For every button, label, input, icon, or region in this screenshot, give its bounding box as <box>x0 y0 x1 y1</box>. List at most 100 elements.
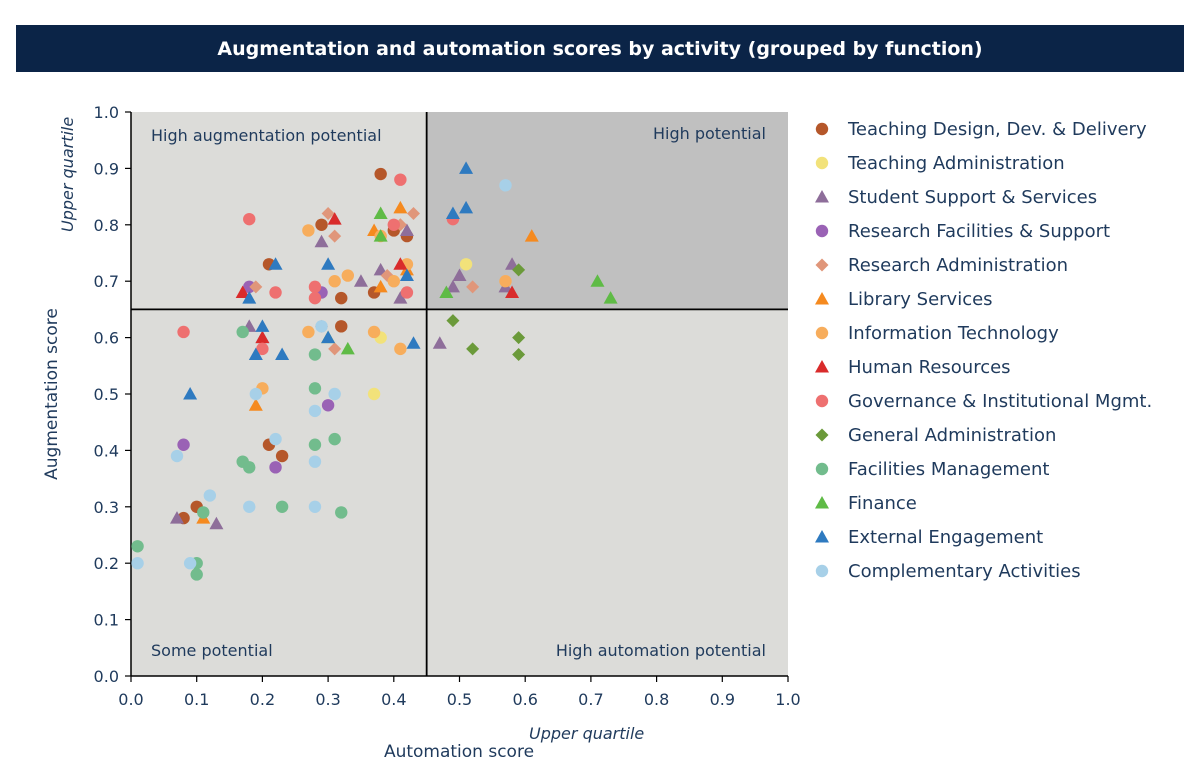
data-point <box>315 320 328 333</box>
circle-marker-icon <box>815 462 829 476</box>
x-tick-label: 0.6 <box>512 690 537 709</box>
data-point <box>459 258 473 271</box>
legend-item: Complementary Activities <box>812 554 1152 588</box>
data-point <box>335 506 348 519</box>
data-point <box>248 347 263 361</box>
data-points <box>131 161 618 581</box>
data-point <box>603 291 618 304</box>
legend-marker <box>815 326 829 340</box>
triangle-marker-icon <box>815 190 829 203</box>
data-point <box>255 330 270 344</box>
legend-item: Teaching Design, Dev. & Delivery <box>812 112 1152 146</box>
data-point <box>183 557 197 570</box>
axis-labels: Automation score Augmentation score Upper … <box>42 117 644 762</box>
legend-item: Finance <box>812 486 1152 520</box>
legend-label: Research Administration <box>848 254 1068 276</box>
data-point <box>269 432 282 446</box>
data-point <box>373 206 388 220</box>
data-point <box>524 229 539 242</box>
quadrant-backgrounds: High augmentation potential High potentia… <box>131 112 788 676</box>
data-point <box>243 461 256 474</box>
x-tick-label: 0.7 <box>578 690 603 709</box>
data-point <box>197 506 210 519</box>
legend-item: Teaching Administration <box>812 146 1152 180</box>
quadrant-bottom-right <box>426 309 788 676</box>
legend-item: External Engagement <box>812 520 1152 554</box>
y-tick-label: 0.2 <box>94 554 119 573</box>
y-tick-label: 0.3 <box>94 498 119 517</box>
data-point <box>308 291 322 305</box>
data-point <box>249 387 263 401</box>
data-point <box>387 275 400 288</box>
legend-item: Facilities Management <box>812 452 1152 486</box>
data-point <box>499 179 512 192</box>
triangle-marker-icon <box>815 292 829 305</box>
triangle-marker-icon <box>815 496 829 509</box>
y-axis-title: Augmentation score <box>42 308 62 480</box>
data-point <box>314 234 329 248</box>
data-point <box>499 275 512 288</box>
data-point <box>407 207 421 221</box>
legend-item: Research Administration <box>812 248 1152 282</box>
diamond-marker-icon <box>815 258 829 272</box>
data-point <box>341 269 355 282</box>
legend-marker <box>815 190 829 203</box>
legend-item: Human Resources <box>812 350 1152 384</box>
legend-item: Student Support & Services <box>812 180 1152 214</box>
data-point <box>177 325 190 339</box>
data-point <box>321 257 336 270</box>
circle-marker-icon <box>815 224 829 238</box>
x-tick-label: 0.3 <box>315 690 340 709</box>
y-tick-label: 0.1 <box>94 611 119 630</box>
legend-item: Governance & Institutional Mgmt. <box>812 384 1152 418</box>
x-tick-label: 0.0 <box>118 690 143 709</box>
legend-label: Governance & Institutional Mgmt. <box>848 390 1153 412</box>
circle-marker-icon <box>815 394 829 408</box>
y-tick-label: 0.4 <box>94 441 119 460</box>
legend-label: Teaching Design, Dev. & Delivery <box>848 118 1147 140</box>
legend-marker <box>815 428 829 442</box>
data-point <box>249 280 263 294</box>
circle-marker-icon <box>815 564 829 578</box>
legend-marker <box>815 258 829 272</box>
data-point <box>446 314 460 328</box>
legend-item: General Administration <box>812 418 1152 452</box>
data-point <box>327 212 342 225</box>
circle-marker-icon <box>815 122 829 136</box>
data-point <box>459 161 474 174</box>
data-point <box>335 291 348 305</box>
data-point <box>393 291 408 304</box>
y-tick-label: 0.6 <box>94 329 119 348</box>
legend-marker <box>815 496 829 509</box>
legend-label: Library Services <box>848 288 993 310</box>
y-tick-label: 0.9 <box>94 159 119 178</box>
data-point <box>269 461 282 474</box>
legend-item: Information Technology <box>812 316 1152 350</box>
data-point <box>243 212 256 226</box>
data-point <box>321 207 335 221</box>
data-point <box>393 257 408 270</box>
data-point <box>256 342 269 356</box>
data-point <box>373 279 388 293</box>
legend-marker <box>815 394 829 408</box>
data-point <box>466 280 480 294</box>
legend-label: External Engagement <box>848 526 1044 548</box>
y-tick-label: 0.0 <box>94 667 119 686</box>
data-point <box>308 382 322 395</box>
legend-marker <box>815 360 829 373</box>
y-tick-label: 0.8 <box>94 216 119 235</box>
data-point <box>302 224 315 237</box>
data-point <box>203 489 217 502</box>
data-point <box>248 398 263 411</box>
legend-label: Teaching Administration <box>848 152 1065 174</box>
y-tick-label: 0.7 <box>94 272 119 291</box>
data-point <box>439 285 454 298</box>
data-point <box>394 173 407 186</box>
x-upper-quartile-label: Upper quartile <box>529 724 644 743</box>
legend: Teaching Design, Dev. & Delivery Teaching… <box>812 112 1152 588</box>
data-point <box>367 325 381 339</box>
data-point <box>512 263 526 277</box>
x-axis-title: Automation score <box>384 742 534 762</box>
quadrant-left <box>131 112 427 676</box>
